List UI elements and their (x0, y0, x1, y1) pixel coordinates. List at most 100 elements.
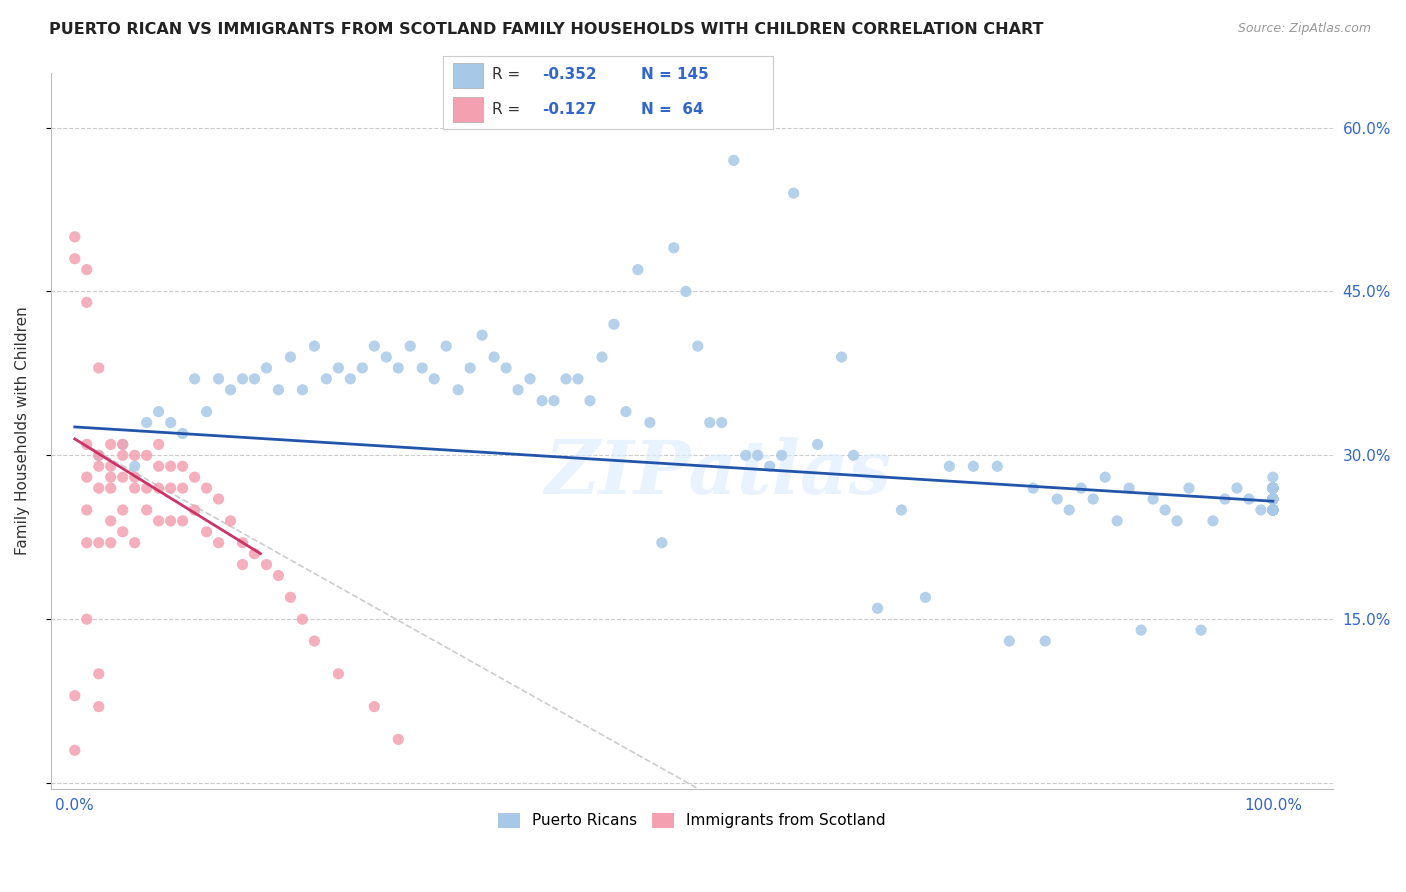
Point (627, 262, 650, 277)
Point (651, 535, 673, 549)
Point (1166, 514, 1188, 528)
Point (352, 360, 374, 375)
Point (1261, 503, 1284, 517)
Point (1261, 481, 1284, 495)
Point (1261, 503, 1284, 517)
Point (76, 262, 98, 277)
Point (1261, 491, 1284, 506)
Point (111, 437, 134, 451)
Point (458, 360, 481, 375)
Point (423, 372, 446, 386)
Point (87, 459, 110, 474)
Point (363, 339, 385, 353)
Point (747, 448, 769, 462)
Point (1261, 491, 1284, 506)
Point (1261, 481, 1284, 495)
Legend: Puerto Ricans, Immigrants from Scotland: Puerto Ricans, Immigrants from Scotland (492, 806, 891, 835)
Point (291, 383, 314, 397)
Point (675, 285, 697, 299)
Point (1261, 491, 1284, 506)
Point (124, 459, 146, 474)
Point (890, 503, 912, 517)
Point (195, 404, 218, 418)
Point (111, 503, 134, 517)
Point (100, 535, 122, 549)
Text: ZIPatlas: ZIPatlas (544, 437, 891, 510)
Point (1261, 503, 1284, 517)
Point (135, 503, 157, 517)
Point (1261, 481, 1284, 495)
Point (183, 470, 205, 484)
Point (207, 372, 229, 386)
Point (1261, 491, 1284, 506)
Point (256, 558, 278, 572)
FancyBboxPatch shape (453, 97, 482, 122)
Point (1261, 491, 1284, 506)
Point (1261, 503, 1284, 517)
Text: -0.352: -0.352 (543, 68, 596, 82)
Point (135, 481, 157, 495)
Point (375, 350, 398, 364)
Point (1202, 514, 1225, 528)
Point (1261, 503, 1284, 517)
Point (243, 372, 266, 386)
Point (555, 372, 578, 386)
Point (1213, 491, 1236, 506)
Point (231, 558, 253, 572)
Text: Source: ZipAtlas.com: Source: ZipAtlas.com (1237, 22, 1371, 36)
Point (614, 404, 637, 418)
Point (148, 437, 170, 451)
Point (1261, 503, 1284, 517)
Point (172, 426, 194, 441)
Point (579, 393, 602, 408)
Point (76, 470, 98, 484)
Point (63, 743, 86, 757)
Point (1261, 491, 1284, 506)
Point (207, 535, 229, 549)
Point (531, 393, 554, 408)
Point (87, 448, 110, 462)
Point (1261, 503, 1284, 517)
Point (387, 360, 409, 375)
Point (1261, 491, 1284, 506)
Text: R =: R = (492, 102, 526, 117)
Point (986, 459, 1008, 474)
Point (914, 591, 936, 605)
Point (1261, 503, 1284, 517)
Point (1261, 503, 1284, 517)
Point (1261, 481, 1284, 495)
Point (506, 383, 529, 397)
Point (1261, 491, 1284, 506)
Point (76, 612, 98, 626)
Point (1261, 491, 1284, 506)
Text: N = 145: N = 145 (641, 68, 709, 82)
Point (159, 514, 181, 528)
Point (304, 634, 326, 648)
Point (387, 732, 409, 747)
Point (111, 524, 134, 539)
Point (1261, 503, 1284, 517)
Point (87, 535, 110, 549)
Point (758, 459, 780, 474)
Point (495, 360, 517, 375)
Text: R =: R = (492, 68, 526, 82)
Point (219, 383, 242, 397)
Point (1261, 491, 1284, 506)
Point (76, 535, 98, 549)
Point (962, 459, 984, 474)
Point (1022, 481, 1045, 495)
Point (100, 470, 122, 484)
Point (135, 448, 157, 462)
Point (124, 470, 146, 484)
Point (87, 666, 110, 681)
FancyBboxPatch shape (453, 62, 482, 87)
Point (807, 437, 830, 451)
Point (1178, 481, 1201, 495)
Point (207, 491, 229, 506)
Point (172, 514, 194, 528)
Point (1070, 481, 1092, 495)
Point (1261, 503, 1284, 517)
Point (148, 459, 170, 474)
Point (1261, 491, 1284, 506)
Point (842, 448, 865, 462)
